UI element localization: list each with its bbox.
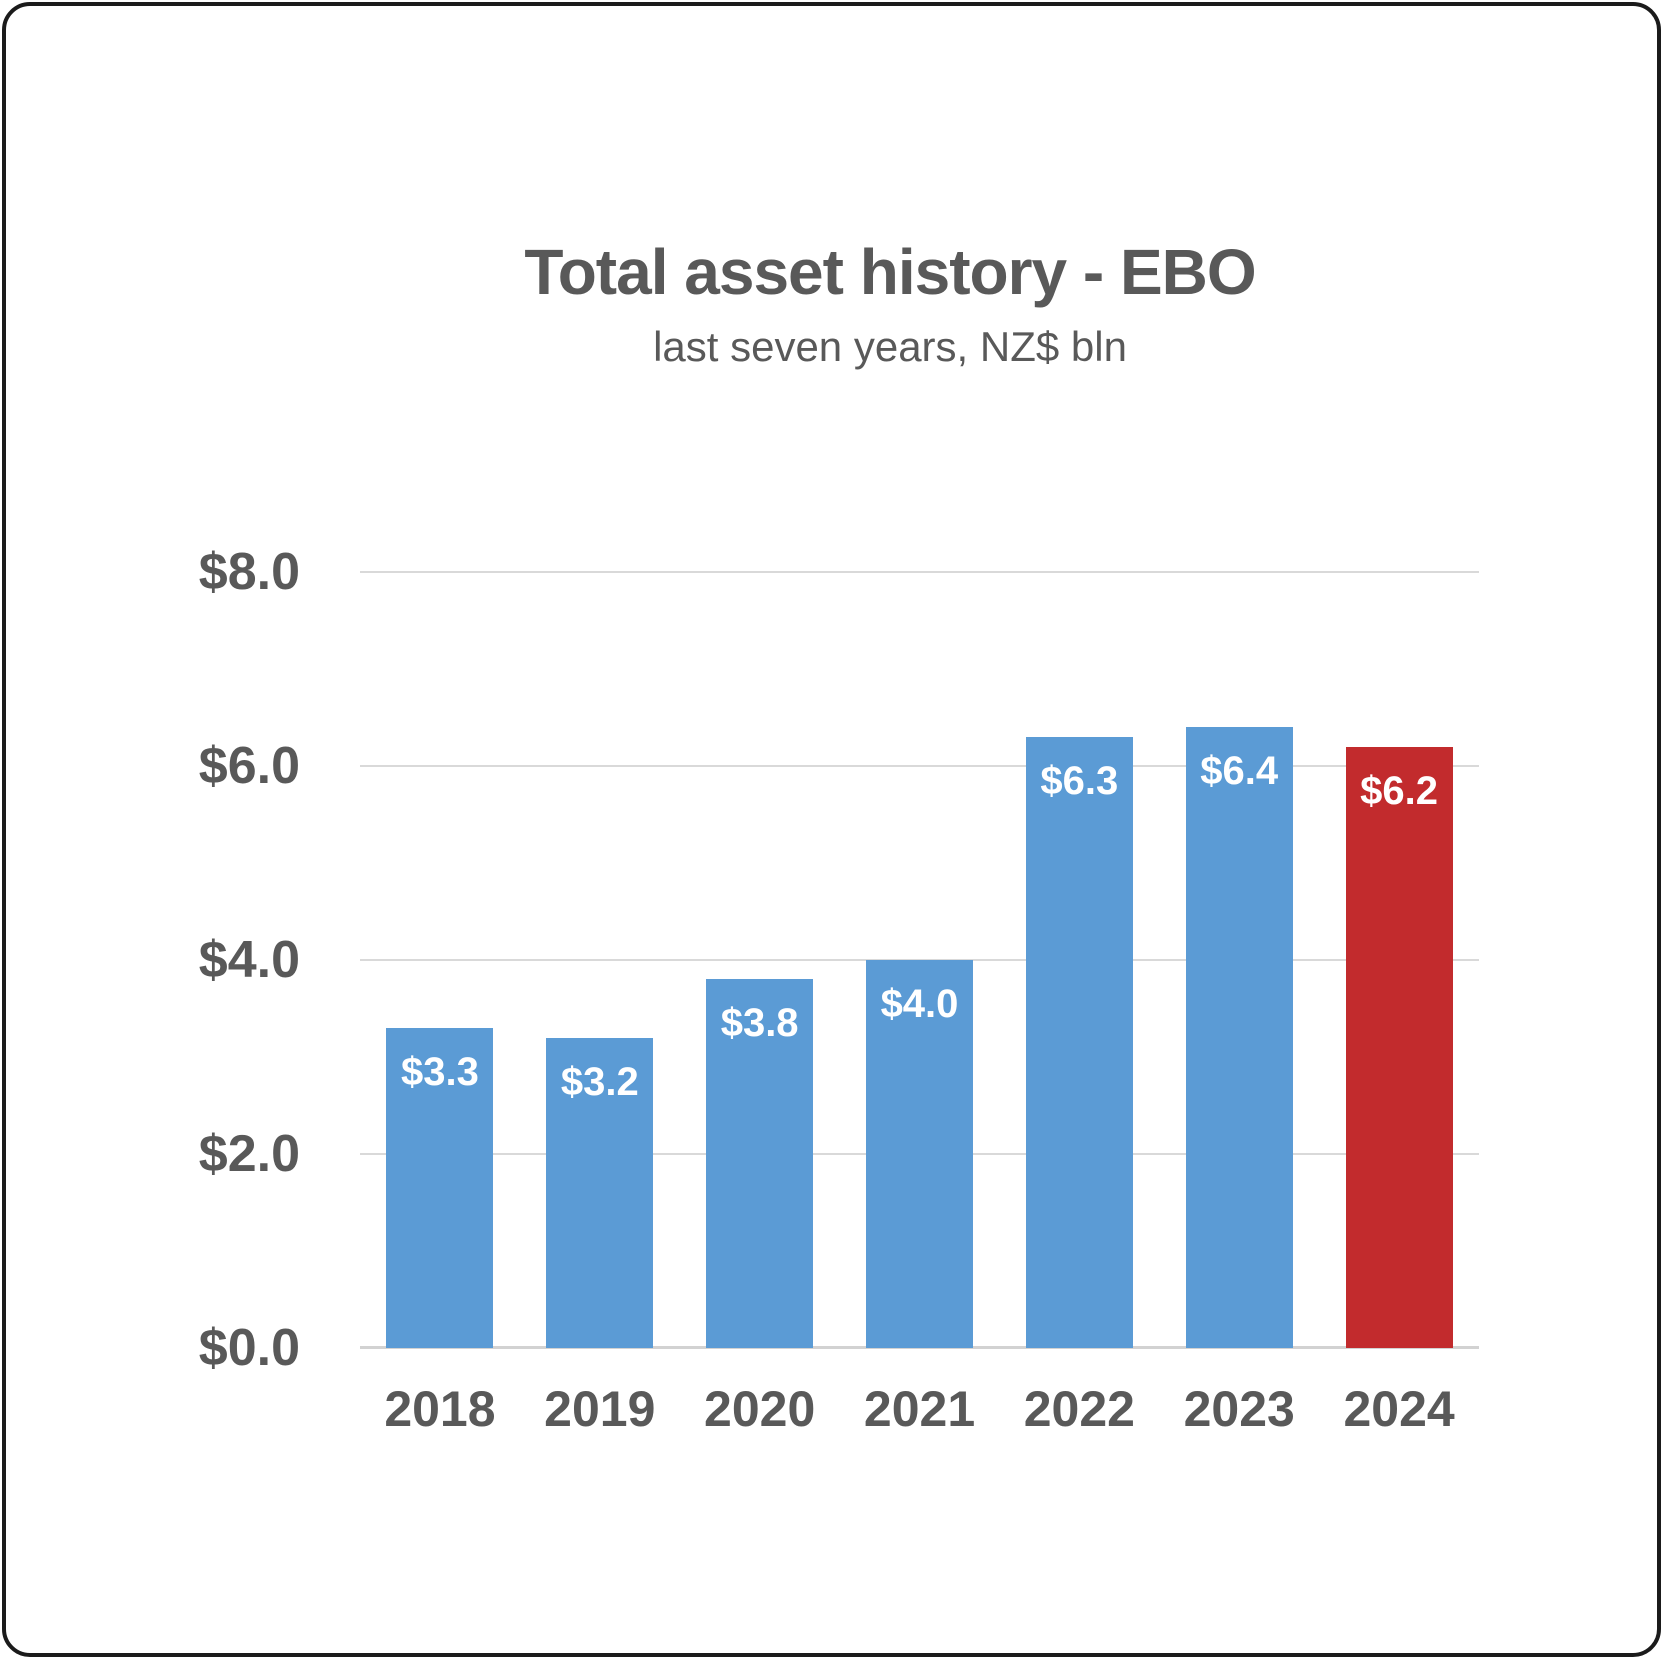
chart-subtitle: last seven years, NZ$ bln [653,323,1127,370]
bar-value-label-2022: $6.3 [1040,758,1119,803]
x-tick-label-2023: 2023 [1183,1381,1295,1437]
bar-column-2021: $4.0 [840,572,1000,1348]
bar-value-label-2019: $3.2 [560,1059,639,1104]
chart-title: Total asset history - EBO [524,236,1256,308]
bar-2020: $3.8 [706,979,814,1348]
gridline-$8.0 [360,571,1479,573]
x-tick-label-2018: 2018 [384,1381,496,1437]
bar-series: $3.3 $3.2 $3.8 $4.0 $6.3 $6.4 $6.2 [360,572,1479,1348]
bar-column-2024: $6.2 [1319,572,1479,1348]
bar-value-label-2021: $4.0 [880,982,959,1026]
bar-2023: $6.4 [1185,727,1293,1348]
x-tick-label-2024: 2024 [1343,1381,1455,1437]
y-tick-label: $4.0 [198,931,300,989]
x-axis-tick-labels: 2018 2019 2020 2021 2022 2023 2024 [360,1380,1479,1438]
bar-2024: $6.2 [1345,746,1453,1348]
bar-2018: $3.3 [386,1027,494,1348]
bar-column-2019: $3.2 [520,572,680,1348]
title-block: Total asset history - EBO last seven yea… [300,236,1480,372]
y-tick-label: $8.0 [198,543,300,601]
bar-column-2022: $6.3 [999,572,1159,1348]
bar-2022: $6.3 [1025,736,1133,1348]
gridline-$6.0 [360,765,1479,767]
bar-column-2018: $3.3 [360,572,520,1348]
bar-value-label-2018: $3.3 [400,1049,479,1094]
bar-value-label-2020: $3.8 [720,1001,799,1046]
bar-value-label-2023: $6.4 [1200,749,1279,794]
x-tick-label-2021: 2021 [863,1381,976,1437]
y-axis-tick-labels: $8.0 $6.0 $4.0 $2.0 $0.0 [130,543,300,1377]
bar-2019: $3.2 [546,1037,654,1348]
y-tick-label: $0.0 [198,1319,300,1377]
bar-column-2020: $3.8 [680,572,840,1348]
bar-column-2023: $6.4 [1159,572,1319,1348]
bar-value-label-2024: $6.2 [1360,768,1438,813]
x-tick-label-2019: 2019 [544,1381,656,1437]
y-tick-label: $2.0 [198,1125,300,1183]
x-tick-label-2020: 2020 [704,1381,816,1437]
bar-2021: $4.0 [865,960,974,1348]
y-tick-label: $6.0 [198,737,300,795]
x-tick-label-2022: 2022 [1023,1381,1135,1437]
